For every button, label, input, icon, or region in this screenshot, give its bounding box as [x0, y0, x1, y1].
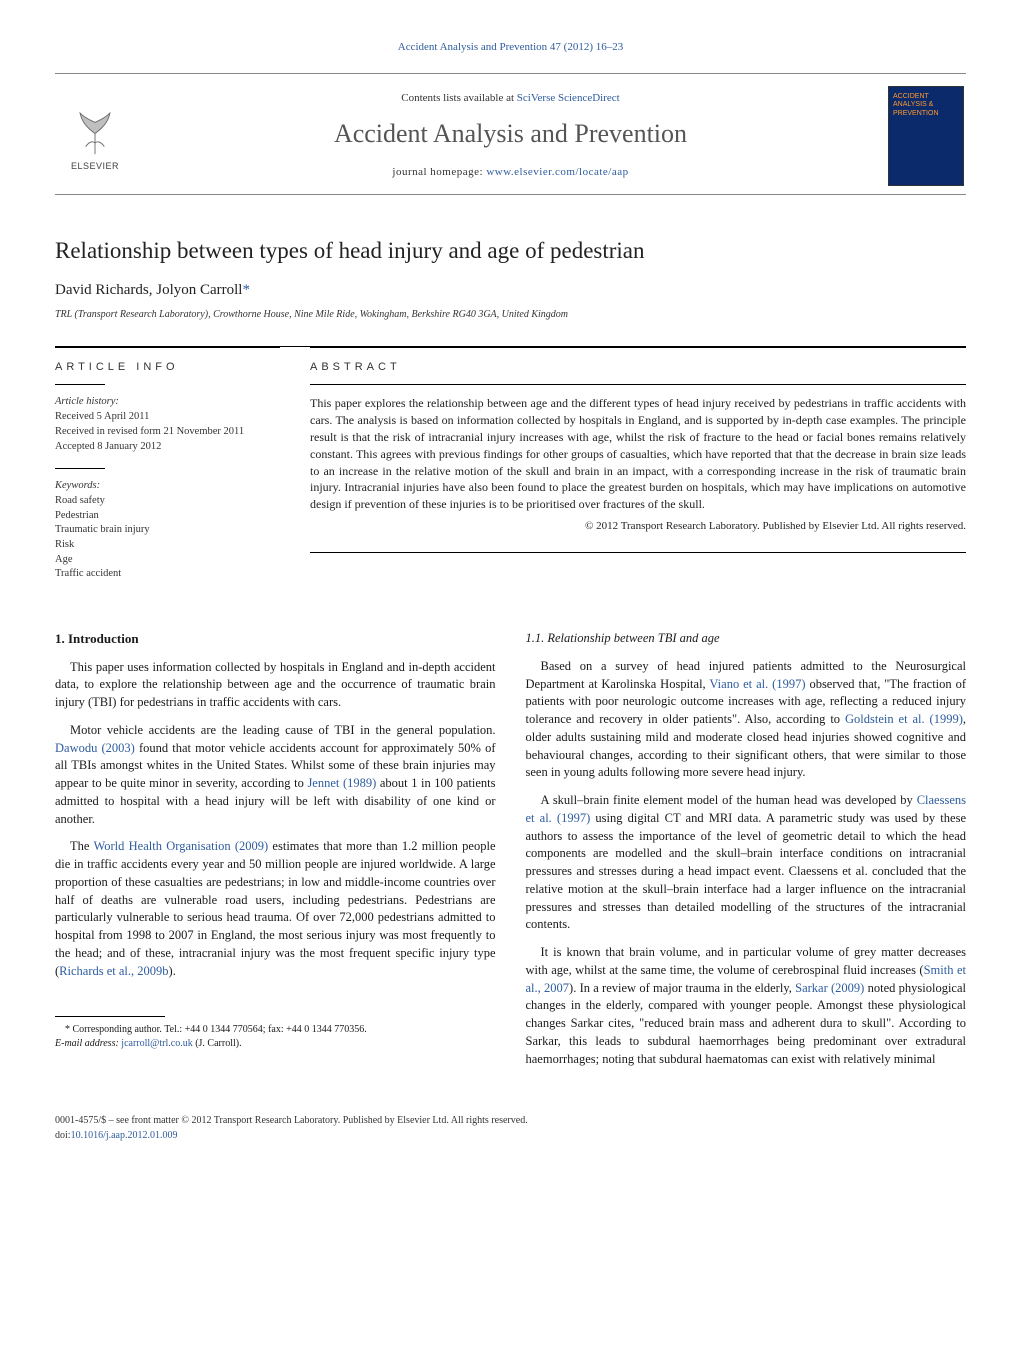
- article-history: Article history: Received 5 April 2011 R…: [55, 395, 280, 454]
- body-paragraph: Based on a survey of head injured patien…: [526, 658, 967, 782]
- keyword: Risk: [55, 538, 280, 553]
- subsection-heading: 1.1. Relationship between TBI and age: [526, 630, 967, 648]
- abstract-column: ABSTRACT This paper explores the relatio…: [310, 347, 966, 596]
- citation-link[interactable]: Dawodu (2003): [55, 741, 135, 755]
- footnote-email-link[interactable]: jcarroll@trl.co.uk: [121, 1038, 192, 1049]
- footnote-email-suffix: (J. Carroll).: [193, 1038, 242, 1049]
- abstract-text: This paper explores the relationship bet…: [310, 395, 966, 513]
- journal-cover-thumb: ACCIDENT ANALYSIS & PREVENTION: [886, 86, 966, 186]
- footnote-email-label: E-mail address:: [55, 1038, 121, 1049]
- publisher-logo-block: ELSEVIER: [55, 100, 135, 172]
- citation-link[interactable]: Sarkar (2009): [795, 981, 864, 995]
- body-paragraph: A skull–brain finite element model of th…: [526, 792, 967, 934]
- journal-title: Accident Analysis and Prevention: [135, 116, 886, 151]
- homepage-prefix: journal homepage:: [392, 166, 486, 178]
- cover-text: ACCIDENT ANALYSIS & PREVENTION: [893, 93, 959, 118]
- body-text: using digital CT and MRI data. A paramet…: [526, 811, 967, 932]
- page-footer: 0001-4575/$ – see front matter © 2012 Tr…: [55, 1114, 966, 1143]
- footnote-text: Corresponding author. Tel.: +44 0 1344 7…: [73, 1024, 367, 1035]
- keywords-block: Keywords: Road safety Pedestrian Traumat…: [55, 479, 280, 582]
- keyword: Road safety: [55, 494, 280, 509]
- homepage-line: journal homepage: www.elsevier.com/locat…: [135, 165, 886, 180]
- citation-link[interactable]: Goldstein et al. (1999): [845, 712, 963, 726]
- masthead: ELSEVIER Contents lists available at Sci…: [55, 73, 966, 195]
- citation-link[interactable]: World Health Organisation (2009): [93, 839, 268, 853]
- doi-link[interactable]: 10.1016/j.aap.2012.01.009: [71, 1130, 178, 1141]
- abstract-label: ABSTRACT: [310, 360, 966, 375]
- keyword: Traffic accident: [55, 567, 280, 582]
- footer-copyright: 0001-4575/$ – see front matter © 2012 Tr…: [55, 1114, 966, 1128]
- sciencedirect-link[interactable]: SciVerse ScienceDirect: [517, 92, 620, 104]
- meta-abstract-row: ARTICLE INFO Article history: Received 5…: [55, 346, 966, 596]
- body-text: Motor vehicle accidents are the leading …: [70, 723, 496, 737]
- body-text: estimates that more than 1.2 million peo…: [55, 839, 496, 977]
- abstract-copyright: © 2012 Transport Research Laboratory. Pu…: [310, 519, 966, 534]
- footnote-rule: [55, 1016, 165, 1017]
- keyword: Age: [55, 553, 280, 568]
- body-text: It is known that brain volume, and in pa…: [526, 945, 967, 977]
- article-title: Relationship between types of head injur…: [55, 235, 966, 266]
- body-text: A skull–brain finite element model of th…: [541, 793, 917, 807]
- section-heading-intro: 1. Introduction: [55, 630, 496, 648]
- body-column-right: 1.1. Relationship between TBI and age Ba…: [526, 626, 967, 1078]
- body-paragraph: It is known that brain volume, and in pa…: [526, 944, 967, 1068]
- journal-cover-image: ACCIDENT ANALYSIS & PREVENTION: [888, 86, 964, 186]
- publisher-wordmark: ELSEVIER: [71, 160, 119, 172]
- history-label: Article history:: [55, 395, 280, 410]
- footer-doi: doi:10.1016/j.aap.2012.01.009: [55, 1129, 966, 1143]
- abstract-rule-bottom: [310, 552, 966, 553]
- article-info-label: ARTICLE INFO: [55, 360, 280, 375]
- body-text: The: [70, 839, 93, 853]
- footnote-marker: *: [65, 1024, 70, 1035]
- body-paragraph: Motor vehicle accidents are the leading …: [55, 722, 496, 829]
- article-info-column: ARTICLE INFO Article history: Received 5…: [55, 347, 280, 596]
- corresponding-marker-link[interactable]: *: [242, 282, 250, 298]
- authors-names: David Richards, Jolyon Carroll: [55, 282, 242, 298]
- affiliation: TRL (Transport Research Laboratory), Cro…: [55, 308, 966, 322]
- body-paragraph: This paper uses information collected by…: [55, 659, 496, 712]
- authors: David Richards, Jolyon Carroll*: [55, 280, 966, 300]
- running-header: Accident Analysis and Prevention 47 (201…: [55, 40, 966, 55]
- masthead-center: Contents lists available at SciVerse Sci…: [135, 91, 886, 180]
- citation-link[interactable]: Richards et al., 2009b: [59, 964, 168, 978]
- body-columns: 1. Introduction This paper uses informat…: [55, 626, 966, 1078]
- body-paragraph: The World Health Organisation (2009) est…: [55, 838, 496, 980]
- keywords-label: Keywords:: [55, 479, 280, 494]
- history-revised: Received in revised form 21 November 201…: [55, 425, 280, 440]
- meta-divider-mid: [55, 468, 105, 469]
- body-text: ). In a review of major trauma in the el…: [569, 981, 795, 995]
- corresponding-footnote: * Corresponding author. Tel.: +44 0 1344…: [55, 1023, 496, 1050]
- history-received: Received 5 April 2011: [55, 410, 280, 425]
- contents-prefix: Contents lists available at: [401, 92, 516, 104]
- body-text: ).: [169, 964, 176, 978]
- keyword: Traumatic brain injury: [55, 523, 280, 538]
- elsevier-tree-icon: [67, 100, 123, 156]
- meta-divider-top: [55, 384, 105, 385]
- running-header-link[interactable]: Accident Analysis and Prevention 47 (201…: [398, 41, 623, 53]
- citation-link[interactable]: Jennet (1989): [307, 776, 376, 790]
- homepage-link[interactable]: www.elsevier.com/locate/aap: [486, 166, 628, 178]
- contents-line: Contents lists available at SciVerse Sci…: [135, 91, 886, 106]
- body-column-left: 1. Introduction This paper uses informat…: [55, 626, 496, 1078]
- citation-link[interactable]: Viano et al. (1997): [709, 677, 805, 691]
- keyword: Pedestrian: [55, 509, 280, 524]
- doi-prefix: doi:: [55, 1130, 71, 1141]
- history-accepted: Accepted 8 January 2012: [55, 440, 280, 455]
- abstract-rule-top: [310, 384, 966, 385]
